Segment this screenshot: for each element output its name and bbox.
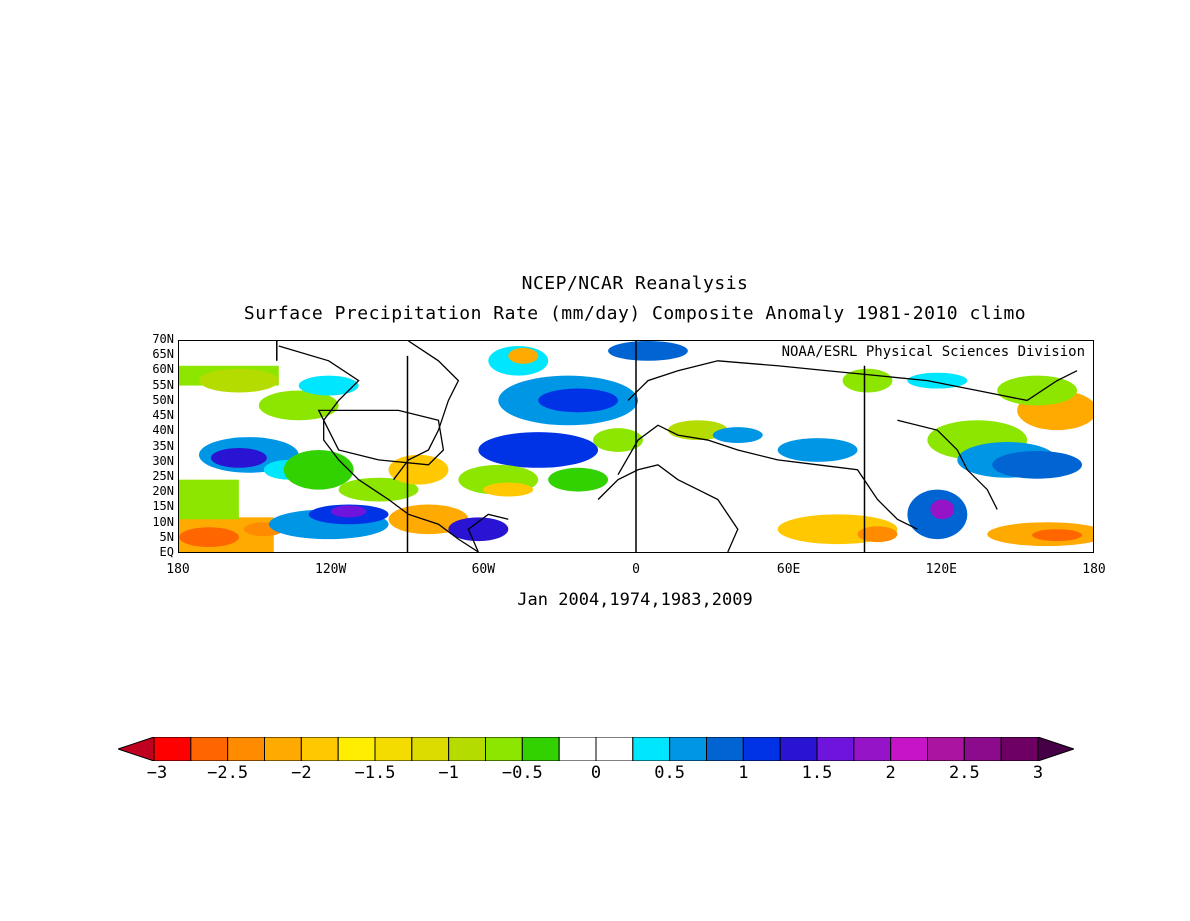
colorbar-swatch <box>706 737 744 761</box>
colorbar-swatch <box>890 737 929 761</box>
y-tick-label: EQ <box>159 545 174 559</box>
colorbar-label: −1 <box>438 763 459 783</box>
colorbar-label: 0.5 <box>654 763 686 783</box>
x-tick-label: 120W <box>315 562 347 577</box>
colorbar-swatch <box>742 737 781 761</box>
colorbar-arrow-high <box>1037 737 1074 761</box>
colorbar <box>118 737 1074 761</box>
x-tick-label: 60W <box>471 562 496 577</box>
colorbar-label: 3 <box>1032 763 1044 783</box>
x-tick-label: 60E <box>776 562 801 577</box>
credit-label: NOAA/ESRL Physical Sciences Division <box>779 344 1087 360</box>
y-tick-label: 70N <box>152 332 174 346</box>
y-tick-label: 5N <box>159 529 174 544</box>
colorbar-swatch <box>595 737 634 761</box>
colorbar-label: 1.5 <box>801 763 833 783</box>
y-tick-label: 65N <box>152 347 174 362</box>
colorbar-swatch <box>632 737 671 761</box>
colorbar-swatch <box>485 737 523 761</box>
y-tick-label: 25N <box>152 468 174 483</box>
chart-subtitle: Surface Precipitation Rate (mm/day) Comp… <box>243 303 1027 324</box>
colorbar-label: −1.5 <box>354 763 396 783</box>
colorbar-swatch <box>227 737 265 761</box>
colorbar-swatch <box>190 737 229 761</box>
y-tick-label: 50N <box>152 392 174 407</box>
y-tick-label: 45N <box>152 408 174 423</box>
colorbar-swatch <box>558 737 597 761</box>
colorbar-swatch <box>264 737 302 761</box>
colorbar-swatch <box>374 737 413 761</box>
colorbar-swatch <box>337 737 376 761</box>
colorbar-swatch <box>153 737 192 761</box>
colorbar-label: −0.5 <box>501 763 543 783</box>
colorbar-swatch <box>448 737 486 761</box>
x-tick-label: 180 <box>166 562 190 577</box>
colorbar-swatch <box>669 737 708 761</box>
colorbar-swatch <box>963 737 1002 761</box>
colorbar-swatch <box>1000 737 1039 761</box>
colorbar-arrow-low <box>118 737 155 761</box>
colorbar-swatch <box>927 737 965 761</box>
y-tick-label: 30N <box>152 453 174 468</box>
colorbar-swatch <box>853 737 892 761</box>
y-tick-label: 35N <box>152 438 174 453</box>
composite-label: Jan 2004,1974,1983,2009 <box>517 590 753 610</box>
precipitation-anomaly-map: NOAA/ESRL Physical Sciences Division <box>178 340 1094 553</box>
colorbar-label: 2 <box>885 763 896 783</box>
x-tick-label: 180 <box>1082 562 1106 577</box>
colorbar-swatch <box>411 737 450 761</box>
y-tick-label: 15N <box>152 499 174 514</box>
colorbar-label: −3 <box>146 763 168 783</box>
colorbar-swatch <box>300 737 339 761</box>
y-tick-label: 40N <box>152 423 174 438</box>
colorbar-swatch <box>521 737 560 761</box>
x-tick-label: 120E <box>925 562 957 577</box>
colorbar-label: −2 <box>291 763 312 783</box>
x-tick-label: 0 <box>632 562 640 577</box>
y-tick-label: 60N <box>152 362 174 377</box>
chart-title: NCEP/NCAR Reanalysis <box>521 273 749 294</box>
y-tick-label: 55N <box>152 377 174 392</box>
colorbar-swatch <box>816 737 855 761</box>
y-tick-label: 10N <box>152 514 174 529</box>
colorbar-label: 0 <box>590 763 602 783</box>
colorbar-swatch <box>779 737 818 761</box>
colorbar-label: 1 <box>738 763 749 783</box>
colorbar-label: −2.5 <box>207 763 249 783</box>
anomaly-field <box>179 341 1093 552</box>
y-tick-label: 20N <box>152 484 174 499</box>
colorbar-label: 2.5 <box>948 763 980 783</box>
